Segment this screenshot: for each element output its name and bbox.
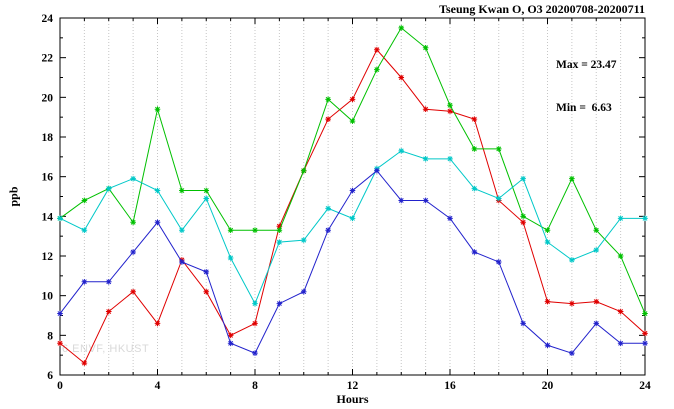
watermark: 6 ENVF, HKUST bbox=[62, 343, 150, 355]
min-value-label: Min = 6.63 bbox=[556, 101, 612, 114]
svg-text:14: 14 bbox=[42, 211, 54, 223]
max-value-label: Max = 23.47 bbox=[556, 58, 617, 71]
series-blue-line bbox=[57, 167, 648, 356]
svg-text:8: 8 bbox=[252, 380, 258, 392]
max-min-annotation: Max = 23.47 Min = 6.63 bbox=[556, 29, 617, 144]
tick-labels: 0 4 8 12 16 20 24 6 8 10 12 14 16 18 20 22 24 bbox=[42, 13, 652, 392]
svg-text:12: 12 bbox=[347, 380, 359, 392]
svg-text:24: 24 bbox=[42, 13, 54, 25]
svg-text:20: 20 bbox=[42, 92, 54, 104]
svg-text:16: 16 bbox=[444, 380, 456, 392]
svg-text:4: 4 bbox=[155, 380, 161, 392]
svg-text:8: 8 bbox=[47, 330, 53, 342]
series-cyan-line bbox=[57, 148, 648, 307]
chart-title: Tseung Kwan O, O3 20200708-20200711 bbox=[439, 2, 645, 16]
svg-text:12: 12 bbox=[42, 251, 54, 263]
axis-ticks bbox=[59, 17, 646, 376]
svg-text:16: 16 bbox=[42, 172, 54, 184]
x-axis-label: Hours bbox=[336, 392, 369, 406]
svg-text:18: 18 bbox=[42, 132, 54, 144]
svg-text:22: 22 bbox=[42, 53, 54, 65]
svg-text:24: 24 bbox=[639, 380, 651, 392]
svg-text:10: 10 bbox=[42, 291, 54, 303]
svg-text:20: 20 bbox=[542, 380, 554, 392]
svg-text:6: 6 bbox=[47, 370, 53, 382]
y-axis-label: ppb bbox=[6, 186, 21, 207]
svg-text:0: 0 bbox=[57, 380, 63, 392]
